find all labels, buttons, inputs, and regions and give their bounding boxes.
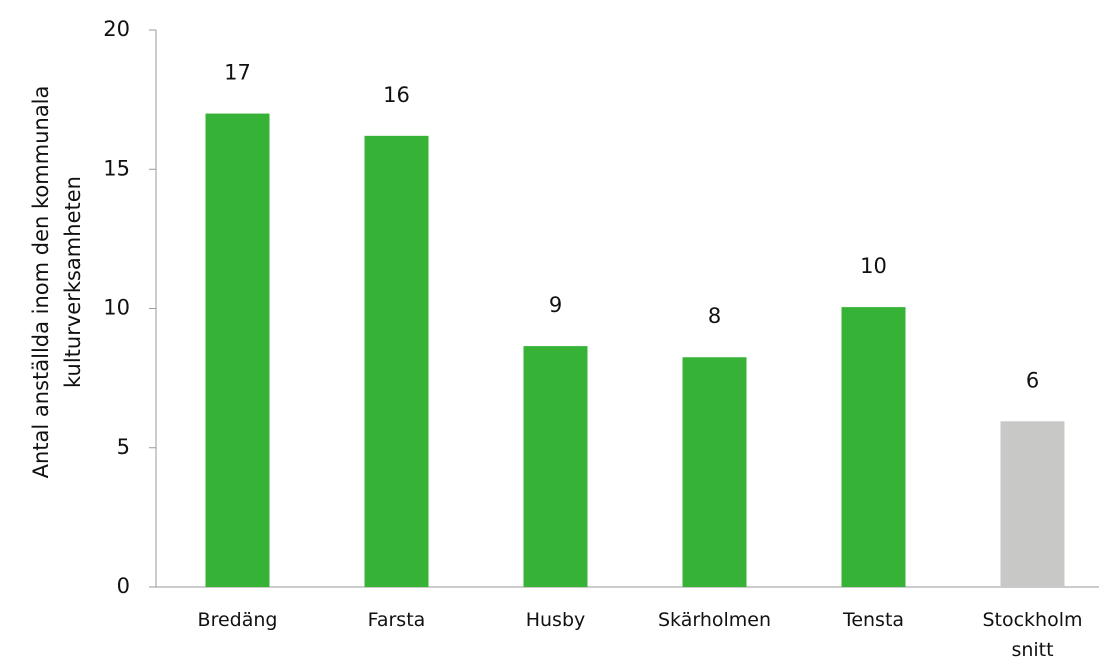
data-label: 6: [1026, 368, 1039, 392]
y-axis-label: Antal anställda inom den kommunala kultu…: [29, 85, 85, 479]
data-label: 17: [224, 61, 251, 85]
data-label: 8: [708, 304, 721, 328]
x-tick-label: Stockholm snitt: [982, 609, 1083, 661]
x-tick-label: Husby: [525, 609, 586, 631]
x-tick-label: Skärholmen: [657, 609, 772, 631]
data-label: 9: [549, 293, 562, 317]
data-label: 16: [383, 83, 410, 107]
bar: [523, 346, 588, 587]
x-tick-label: Tensta: [842, 609, 905, 631]
bar: [205, 113, 270, 588]
y-tick-label: 0: [117, 574, 130, 598]
bar: [364, 135, 429, 587]
y-tick-label: 5: [117, 435, 130, 459]
y-tick-label: 10: [103, 296, 130, 320]
y-tick-label: 20: [103, 17, 130, 41]
x-tick-label: Farsta: [367, 609, 426, 631]
bar: [841, 307, 906, 587]
bar: [1000, 421, 1065, 587]
data-label: 10: [860, 254, 887, 278]
bar: [682, 357, 747, 587]
x-tick-label: Bredäng: [197, 609, 278, 631]
y-tick-label: 15: [103, 156, 130, 180]
